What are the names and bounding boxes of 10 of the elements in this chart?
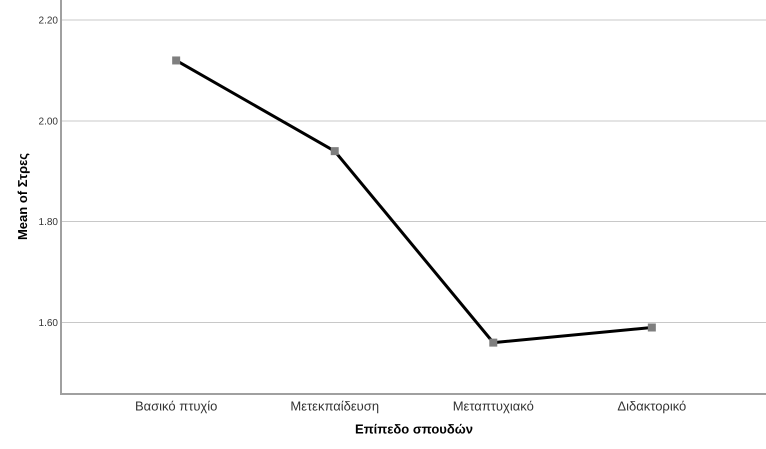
y-tick-label: 2.20: [38, 16, 58, 27]
x-tick-label: Μεταπτυχιακό: [452, 398, 534, 414]
x-axis-title: Επίπεδο σπουδών: [355, 422, 473, 437]
x-tick-label: Μετεκπαίδευση: [290, 398, 380, 414]
y-tick-label: 1.80: [38, 217, 58, 228]
x-tick-label: Βασικό πτυχίο: [134, 398, 218, 414]
x-tick-label: Διδακτορικό: [617, 398, 686, 414]
y-axis-title: Mean of Στρες: [14, 152, 30, 240]
y-tick-label: 1.60: [38, 318, 58, 329]
y-tick-label: 2.00: [38, 116, 58, 128]
